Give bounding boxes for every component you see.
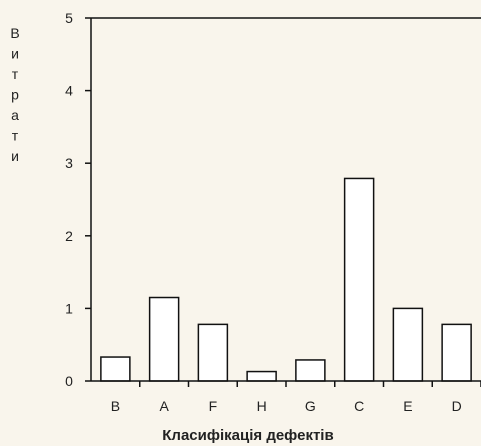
y-tick-label: 0	[65, 373, 73, 389]
bars	[100, 177, 472, 382]
y-tick-label: 5	[65, 10, 73, 26]
y-tick-label: 4	[65, 83, 73, 99]
y-axis-title-char: и	[11, 46, 19, 62]
y-axis-title-char: т	[12, 66, 19, 82]
x-tick-label: D	[452, 398, 462, 414]
bar-H	[246, 370, 277, 382]
y-axis-title-char: т	[12, 128, 19, 144]
x-tick-label: G	[305, 398, 316, 414]
x-tick-label: H	[257, 398, 267, 414]
bar-A	[148, 296, 180, 382]
y-axis-title-char: и	[11, 148, 19, 164]
x-tick-label: E	[403, 398, 412, 414]
x-tick-label: C	[354, 398, 364, 414]
y-tick-label: 1	[65, 300, 73, 316]
y-axis-title-char: а	[11, 107, 19, 123]
y-axis-title-char: р	[11, 87, 19, 103]
y-axis-title-char: В	[10, 25, 19, 41]
x-axis-title: Класифікація дефектів	[162, 427, 333, 444]
y-tick-label: 3	[65, 155, 73, 171]
bar-B	[100, 356, 131, 382]
x-tick-label: B	[111, 398, 120, 414]
bar-D	[441, 323, 472, 382]
bar-G	[295, 359, 326, 382]
y-tick-label: 2	[65, 228, 73, 244]
bar-C	[343, 177, 375, 382]
bar-E	[392, 307, 424, 382]
x-tick-label: F	[209, 398, 218, 414]
y-axis: 0 1 2 3 4 5	[65, 10, 91, 389]
bar-F	[197, 323, 229, 382]
x-tick-label: A	[159, 398, 169, 414]
